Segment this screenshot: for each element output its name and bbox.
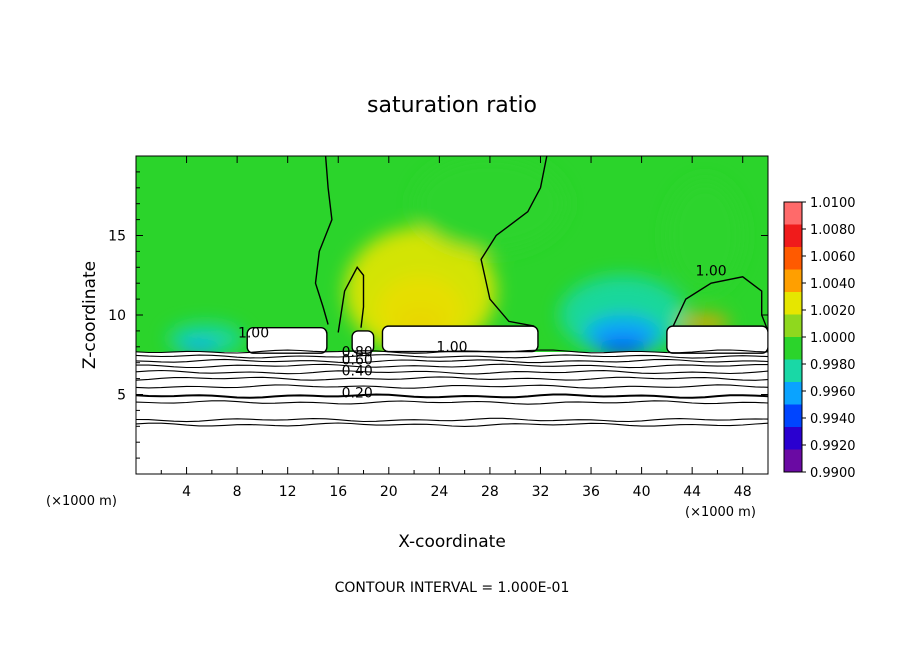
colorbar-label-5: 1.0000 [810,331,856,346]
colorbar-swatch-1 [784,224,802,247]
contour-interval-footer: CONTOUR INTERVAL = 1.000E-01 [335,580,570,596]
colorbar-label-0: 1.0100 [810,196,856,211]
saturation-anomalies [167,156,743,355]
x-tick-label-2: 12 [279,484,297,500]
contour-line-2 [136,400,768,405]
x-tick-label-4: 20 [380,484,398,500]
x-tick-label-11: 48 [734,484,752,500]
colorbar-label-4: 1.0020 [810,304,856,319]
colorbar-label-1: 1.0080 [810,223,856,238]
contour-lines [136,156,768,427]
colorbar-label-8: 0.9940 [810,412,856,427]
plot-area: 1.001.001.000.800.600.400.20 4 8 12 16 20 24 2… [108,155,769,500]
x-unit-label: (×1000 m) [685,505,756,520]
colorbar: 1.0100 1.0080 1.0060 1.0040 1.0020 1.0000 0.99… [783,196,856,481]
y-tick-label-1: 10 [108,308,126,324]
contour-label-2: 1.00 [436,340,467,356]
x-tick-label-3: 16 [329,484,347,500]
x-axis-ticks: 4 8 12 16 20 24 28 32 36 40 44 48 [160,156,752,500]
chart-title: saturation ratio [367,93,537,118]
saturation-blob-5 [597,338,648,355]
contour-line-8 [136,358,768,364]
subsaturated-region [136,352,768,474]
colorbar-swatch-6 [784,337,802,360]
contour-line-5 [136,376,768,381]
contour-line-1 [136,417,768,423]
colorbar-swatch-5 [784,314,802,337]
contour-label-1: 1.00 [696,263,727,279]
contour-line-0 [136,422,768,427]
y-tick-label-0: 5 [117,388,126,404]
x-tick-label-10: 44 [683,484,701,500]
contour-label-0: 1.00 [238,325,269,341]
contour-line-10 [136,349,768,354]
contour-line-upper-3 [337,266,365,333]
x-tick-label-7: 32 [532,484,550,500]
colorbar-swatch-11 [784,449,802,472]
colorbar-swatch-3 [784,269,802,292]
contour-label-5: 0.40 [342,363,373,379]
saturation-blob-8 [666,179,743,292]
contour-line-4 [136,384,768,389]
colorbar-label-10: 0.9900 [810,466,856,481]
saturation-blob-9 [414,156,566,252]
saturation-blob-2 [344,227,497,355]
contour-label-6: 0.20 [342,386,373,402]
colorbar-swatch-10 [784,427,802,450]
contour-line-upper-1 [480,156,548,327]
x-tick-label-8: 36 [582,484,600,500]
colorbar-label-3: 1.0040 [810,277,856,292]
y-tick-label-2: 15 [108,229,126,245]
cloud-block-3 [351,330,375,354]
colorbar-swatch-7 [784,359,802,382]
colorbar-swatch-4 [784,292,802,315]
cloud-layer-blocks [246,325,768,354]
y-axis-ticks: 5 10 15 [108,171,768,459]
contour-line-3 [136,393,768,399]
z-unit-label: (×1000 m) [46,494,117,509]
x-tick-label-5: 24 [430,484,448,500]
colorbar-label-7: 0.9960 [810,385,856,400]
contour-line-6 [136,369,768,375]
x-tick-label-0: 4 [182,484,191,500]
colorbar-swatch-0 [784,202,802,225]
cloud-block-0 [246,327,328,354]
y-axis-label: Z-coordinate [80,261,100,369]
cloud-block-2 [666,325,768,354]
x-tick-label-9: 40 [633,484,651,500]
contour-line-9 [136,354,768,359]
colorbar-swatch-9 [784,404,802,427]
x-axis-label: X-coordinate [398,532,506,552]
contour-label-4: 0.60 [342,352,373,368]
colorbar-label-6: 0.9980 [810,358,856,373]
contour-line-upper-0 [314,156,333,325]
colorbar-label-2: 1.0060 [810,250,856,265]
cloud-block-1 [381,325,539,353]
colorbar-swatch-2 [784,247,802,270]
contour-labels: 1.00 1.00 1.00 0.800.600.40 0.20 [238,263,727,401]
x-tick-label-1: 8 [233,484,242,500]
colorbar-label-9: 0.9920 [810,439,856,454]
contour-label-3: 0.80 [342,344,373,360]
saturation-blob-7 [180,340,219,354]
x-tick-label-6: 28 [481,484,499,500]
contour-line-7 [136,363,768,369]
colorbar-swatch-8 [784,382,802,405]
